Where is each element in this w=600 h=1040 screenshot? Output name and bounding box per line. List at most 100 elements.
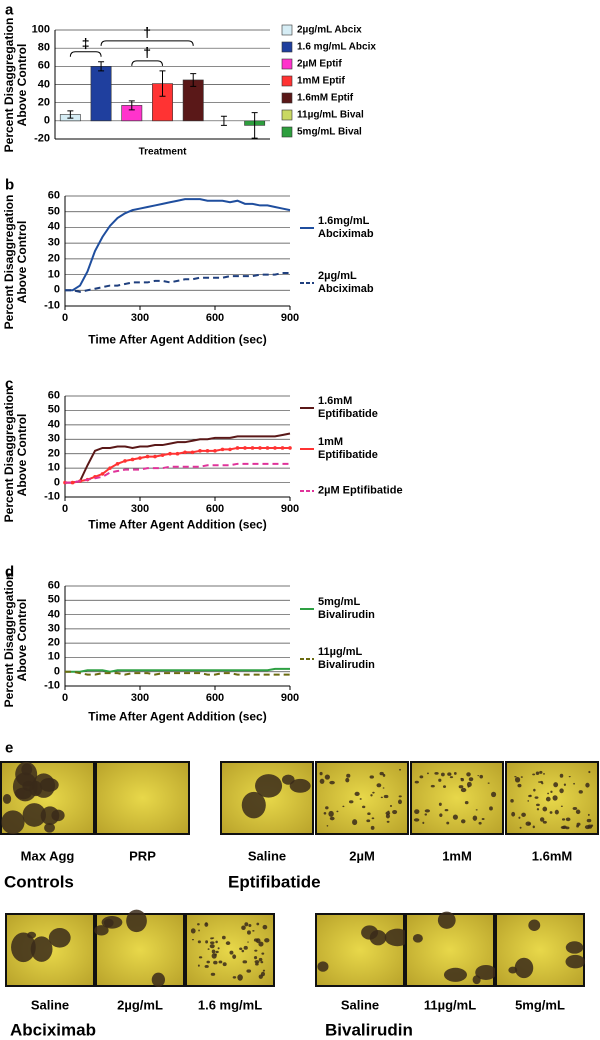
- aggregate: [264, 938, 270, 943]
- y-tick-label: 60: [47, 389, 60, 402]
- aggregate: [261, 952, 265, 955]
- aggregate: [477, 775, 480, 777]
- aggregate: [426, 772, 429, 775]
- error-bar: [251, 112, 258, 139]
- image-label: 2µM: [349, 848, 375, 864]
- aggregate: [443, 967, 467, 982]
- aggregate: [260, 971, 266, 977]
- x-tick-label: 300: [130, 312, 150, 324]
- aggregate: [262, 924, 268, 930]
- y-axis-label: Percent Disaggregation Above Control: [2, 572, 29, 708]
- aggregate: [242, 960, 248, 964]
- legend-label: 1.6 mg/mL Abcix: [297, 41, 376, 53]
- line-marker: [123, 459, 127, 463]
- aggregate: [258, 941, 264, 947]
- aggregate: [198, 956, 203, 959]
- aggregate: [460, 778, 464, 782]
- aggregate: [563, 783, 567, 786]
- y-tick-label: 50: [47, 205, 60, 218]
- error-bar: [67, 110, 74, 119]
- aggregate: [366, 819, 371, 823]
- aggregate: [190, 928, 196, 934]
- aggregate: [281, 774, 295, 785]
- aggregate: [452, 814, 458, 820]
- aggregate: [317, 961, 329, 972]
- aggregate: [209, 944, 215, 949]
- y-tick-label: 30: [47, 236, 60, 249]
- aggregate: [414, 780, 419, 784]
- y-tick-label: 0: [43, 114, 50, 127]
- aggregate: [243, 945, 248, 950]
- aggregate: [559, 788, 564, 794]
- aggregate: [205, 940, 209, 944]
- x-tick-label: 0: [61, 312, 69, 324]
- aggregate: [247, 941, 249, 943]
- aggregate: [382, 773, 386, 777]
- aggregate: [525, 821, 532, 826]
- aggregate: [210, 972, 216, 976]
- line-marker: [183, 450, 187, 455]
- aggregate: [487, 782, 490, 784]
- significance-mark: ‡: [81, 34, 90, 51]
- line: [65, 670, 290, 676]
- x-tick-label: 600: [205, 503, 225, 515]
- x-tick-label: 900: [280, 312, 300, 324]
- y-axis-label: Percent Disaggregation Above Control: [2, 387, 29, 523]
- y-axis-label: Percent Disaggregation Above Control: [2, 194, 29, 330]
- aggregate: [255, 962, 259, 966]
- aggregate: [241, 949, 245, 953]
- y-tick-label: 100: [31, 23, 50, 36]
- aggregate: [367, 812, 371, 816]
- line-marker: [115, 462, 120, 466]
- aggregate: [237, 974, 243, 981]
- aggregate: [232, 976, 237, 979]
- y-tick-label: 60: [37, 59, 50, 72]
- aggregate: [541, 782, 544, 785]
- aggregate: [576, 822, 581, 826]
- error-bar: [190, 73, 197, 87]
- aggregate: [554, 809, 559, 815]
- aggregate: [520, 776, 523, 778]
- x-axis-label: Time After Agent Addition (sec): [88, 332, 267, 347]
- line: [65, 198, 291, 292]
- line-marker: [153, 454, 157, 459]
- significance-bracket: [100, 40, 194, 46]
- line-marker: [250, 446, 255, 450]
- legend-swatch: [281, 92, 293, 104]
- line-marker: [130, 457, 135, 462]
- aggregate: [384, 928, 411, 947]
- aggregate: [514, 957, 534, 979]
- aggregate: [419, 775, 424, 779]
- aggregate: [1, 810, 25, 835]
- aggregate: [434, 772, 439, 775]
- aggregate: [241, 791, 266, 819]
- aggregate: [539, 817, 545, 822]
- aggregate: [578, 790, 583, 794]
- aggregate: [262, 969, 266, 972]
- panel-label: e: [5, 739, 14, 757]
- line-marker: [280, 446, 285, 450]
- legend-label: 5mg/mL Bivalirudin: [318, 596, 375, 621]
- aggregate: [399, 768, 401, 771]
- aggregate: [424, 809, 431, 813]
- y-tick-label: 50: [47, 593, 60, 606]
- aggregate: [510, 799, 514, 803]
- legend-label: 1mM Eptif: [297, 75, 345, 87]
- aggregate: [21, 763, 33, 776]
- image-label: 1.6mM: [531, 848, 573, 864]
- aggregate: [382, 787, 385, 789]
- aggregate: [438, 778, 442, 782]
- y-tick-label: 50: [47, 403, 60, 416]
- aggregate: [385, 813, 390, 819]
- legend-swatch: [281, 41, 293, 53]
- error-bar: [159, 70, 166, 97]
- x-tick-label: 600: [205, 312, 225, 324]
- aggregate: [458, 785, 464, 789]
- aggregate: [542, 820, 547, 824]
- aggregate: [561, 818, 566, 821]
- aggregate: [252, 930, 255, 932]
- aggregate: [521, 812, 526, 817]
- legend-label: 2µg/mL Abciximab: [318, 270, 374, 295]
- aggregate: [94, 925, 109, 936]
- aggregate: [475, 964, 497, 980]
